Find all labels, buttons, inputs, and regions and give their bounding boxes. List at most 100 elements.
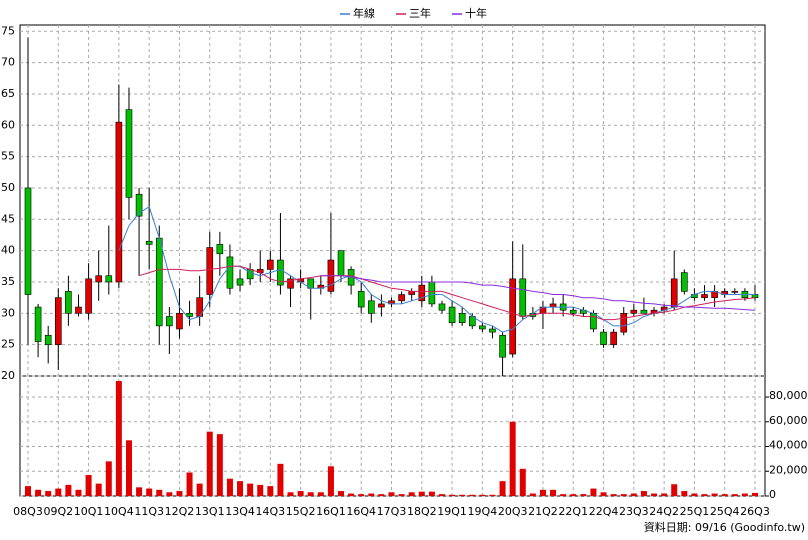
y-tick-label: 55 bbox=[1, 150, 15, 163]
candle-body bbox=[357, 291, 365, 308]
x-tick-label: 10Q1 bbox=[74, 505, 104, 518]
candle-body bbox=[105, 275, 113, 283]
candle-body bbox=[44, 334, 52, 345]
volume-bar bbox=[418, 491, 425, 496]
candle-body bbox=[135, 193, 143, 217]
x-tick-label: 25Q1 bbox=[680, 505, 710, 518]
volume-bar bbox=[499, 481, 506, 496]
candle-body bbox=[75, 306, 82, 314]
ma-line bbox=[320, 275, 756, 311]
candle-body bbox=[428, 281, 436, 305]
volume-bar bbox=[75, 489, 82, 496]
volume-bar bbox=[600, 492, 607, 496]
volume-bar bbox=[570, 494, 577, 496]
candle-body bbox=[549, 303, 557, 308]
x-tick-label: 19Q4 bbox=[468, 505, 498, 518]
candle-body bbox=[600, 331, 607, 345]
volume-bar bbox=[226, 478, 233, 496]
x-tick-label: 20Q3 bbox=[498, 505, 528, 518]
volume-bar bbox=[408, 492, 415, 496]
volume-bar bbox=[651, 493, 658, 496]
volume-bar bbox=[620, 494, 627, 496]
legend-label: 三年 bbox=[409, 6, 431, 20]
x-tick-label: 08Q3 bbox=[13, 505, 43, 518]
x-tick-label: 22Q4 bbox=[589, 505, 619, 518]
candle-body bbox=[125, 109, 133, 198]
volume-bar bbox=[711, 493, 718, 496]
volume-bar bbox=[630, 493, 637, 496]
x-tick-label: 11Q3 bbox=[134, 505, 164, 518]
volume-bar bbox=[519, 468, 526, 496]
x-tick-label: 22Q1 bbox=[558, 505, 588, 518]
volume-bar bbox=[459, 494, 466, 496]
x-tick-label: 14Q3 bbox=[256, 505, 286, 518]
candle-body bbox=[155, 237, 163, 327]
volume-bar bbox=[721, 494, 728, 496]
candle-body bbox=[216, 244, 224, 255]
volume-bar bbox=[560, 494, 567, 496]
candle-body bbox=[569, 309, 577, 314]
volume-bar bbox=[741, 493, 748, 496]
legend-label: 十年 bbox=[465, 6, 487, 20]
volume-bar bbox=[509, 421, 516, 496]
volume-bar bbox=[287, 492, 294, 496]
volume-bar bbox=[237, 481, 244, 496]
volume-bar bbox=[661, 493, 668, 496]
x-tick-label: 21Q2 bbox=[528, 505, 558, 518]
y2-tick-label: 80,000 bbox=[769, 389, 808, 402]
y-tick-label: 40 bbox=[1, 244, 15, 257]
volume-bar bbox=[640, 491, 647, 496]
candle-body bbox=[701, 294, 708, 298]
candle-body bbox=[186, 313, 193, 317]
volume-bar bbox=[307, 492, 314, 496]
y-tick-label: 35 bbox=[1, 275, 15, 288]
x-tick-label: 10Q4 bbox=[104, 505, 134, 518]
volume-bar bbox=[95, 483, 102, 496]
volume-bar bbox=[368, 493, 375, 496]
candle-body bbox=[267, 259, 274, 270]
candle-body bbox=[499, 334, 506, 358]
y-tick-label: 60 bbox=[1, 118, 15, 131]
volume-bar bbox=[550, 489, 557, 496]
x-tick-label: 24Q2 bbox=[649, 505, 679, 518]
volume-bar bbox=[257, 484, 264, 496]
volume-bar bbox=[105, 461, 112, 496]
volume-bar bbox=[338, 491, 345, 496]
candle-body bbox=[630, 309, 638, 314]
volume-bar bbox=[125, 440, 132, 496]
x-tick-label: 13Q4 bbox=[225, 505, 255, 518]
candle-body bbox=[398, 294, 405, 302]
candle-body bbox=[681, 272, 688, 292]
x-tick-label: 23Q3 bbox=[619, 505, 649, 518]
volume-bar bbox=[166, 492, 173, 496]
volume-bar bbox=[35, 489, 42, 496]
x-tick-label: 18Q2 bbox=[407, 505, 437, 518]
candle-body bbox=[418, 284, 426, 302]
candle-body bbox=[640, 309, 648, 314]
y-tick-label: 70 bbox=[1, 56, 15, 69]
volume-bar bbox=[388, 492, 395, 496]
y-tick-label: 45 bbox=[1, 212, 15, 225]
candle-body bbox=[489, 328, 496, 333]
volume-bar bbox=[115, 380, 122, 496]
candle-body bbox=[145, 240, 153, 245]
volume-bar bbox=[489, 494, 496, 496]
volume-bar bbox=[247, 483, 254, 496]
volume-bar bbox=[136, 487, 143, 496]
volume-bar bbox=[348, 493, 355, 496]
volume-bar bbox=[25, 486, 31, 496]
volume-bar bbox=[428, 491, 435, 496]
legend-label: 年線 bbox=[353, 6, 375, 20]
volume-bar bbox=[206, 431, 213, 496]
candle-body bbox=[236, 278, 244, 286]
x-tick-label: 16Q4 bbox=[346, 505, 376, 518]
volume-bar bbox=[610, 494, 617, 496]
volume-bar bbox=[701, 494, 708, 496]
plot-frame bbox=[19, 24, 766, 497]
volume-bar bbox=[277, 463, 284, 496]
candle-body bbox=[479, 325, 486, 330]
volume-bar bbox=[55, 488, 62, 496]
candle-body bbox=[24, 187, 32, 295]
candle-body bbox=[65, 291, 72, 314]
